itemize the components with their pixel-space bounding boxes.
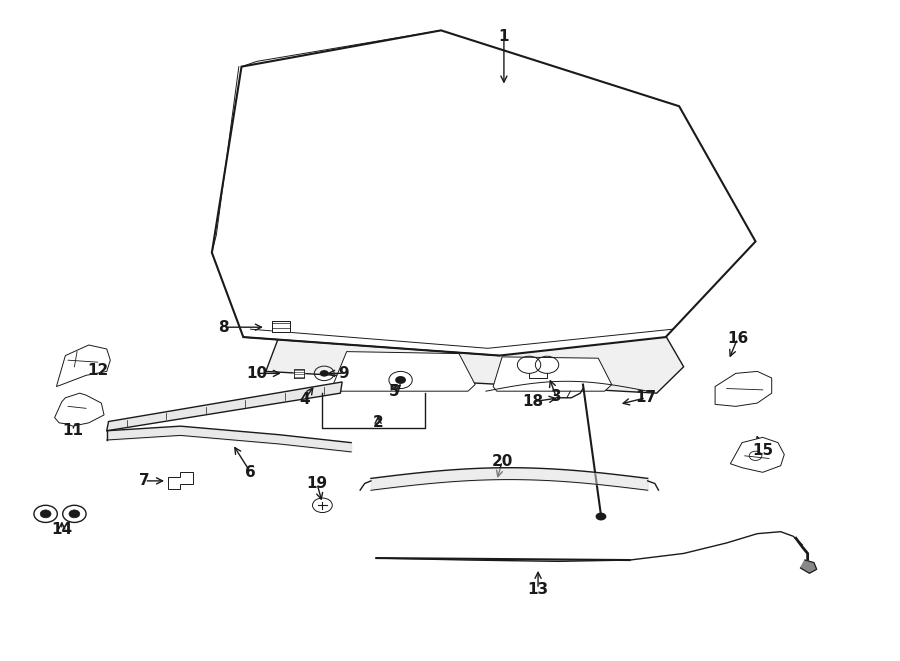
Text: 5: 5: [389, 383, 400, 399]
Polygon shape: [55, 393, 104, 426]
Text: 17: 17: [635, 390, 656, 405]
Text: 3: 3: [551, 389, 562, 404]
Text: 9: 9: [338, 366, 349, 381]
Polygon shape: [333, 352, 475, 391]
Circle shape: [69, 510, 80, 518]
Text: 13: 13: [527, 582, 549, 597]
Text: 20: 20: [491, 453, 513, 469]
Polygon shape: [731, 438, 784, 473]
Polygon shape: [57, 345, 111, 387]
Circle shape: [596, 512, 607, 520]
Text: 12: 12: [87, 363, 108, 377]
Text: 8: 8: [218, 320, 229, 334]
Text: 19: 19: [306, 476, 328, 491]
Polygon shape: [167, 473, 193, 488]
Text: 1: 1: [499, 30, 509, 44]
Polygon shape: [293, 369, 304, 378]
Circle shape: [40, 510, 51, 518]
Text: 15: 15: [752, 443, 773, 458]
Text: 2: 2: [373, 415, 383, 430]
Polygon shape: [800, 560, 816, 573]
Circle shape: [395, 376, 406, 384]
Text: 6: 6: [245, 465, 256, 480]
Polygon shape: [716, 371, 771, 407]
Text: 7: 7: [140, 473, 149, 488]
Text: 11: 11: [62, 423, 83, 438]
Circle shape: [320, 370, 328, 377]
Text: 14: 14: [51, 522, 72, 537]
Text: 10: 10: [247, 366, 267, 381]
Polygon shape: [107, 382, 342, 431]
Polygon shape: [266, 336, 684, 393]
Text: 4: 4: [299, 392, 310, 407]
Polygon shape: [493, 357, 612, 391]
Polygon shape: [272, 321, 290, 332]
Text: 18: 18: [522, 394, 544, 409]
Polygon shape: [212, 30, 755, 356]
Text: 16: 16: [727, 331, 748, 346]
